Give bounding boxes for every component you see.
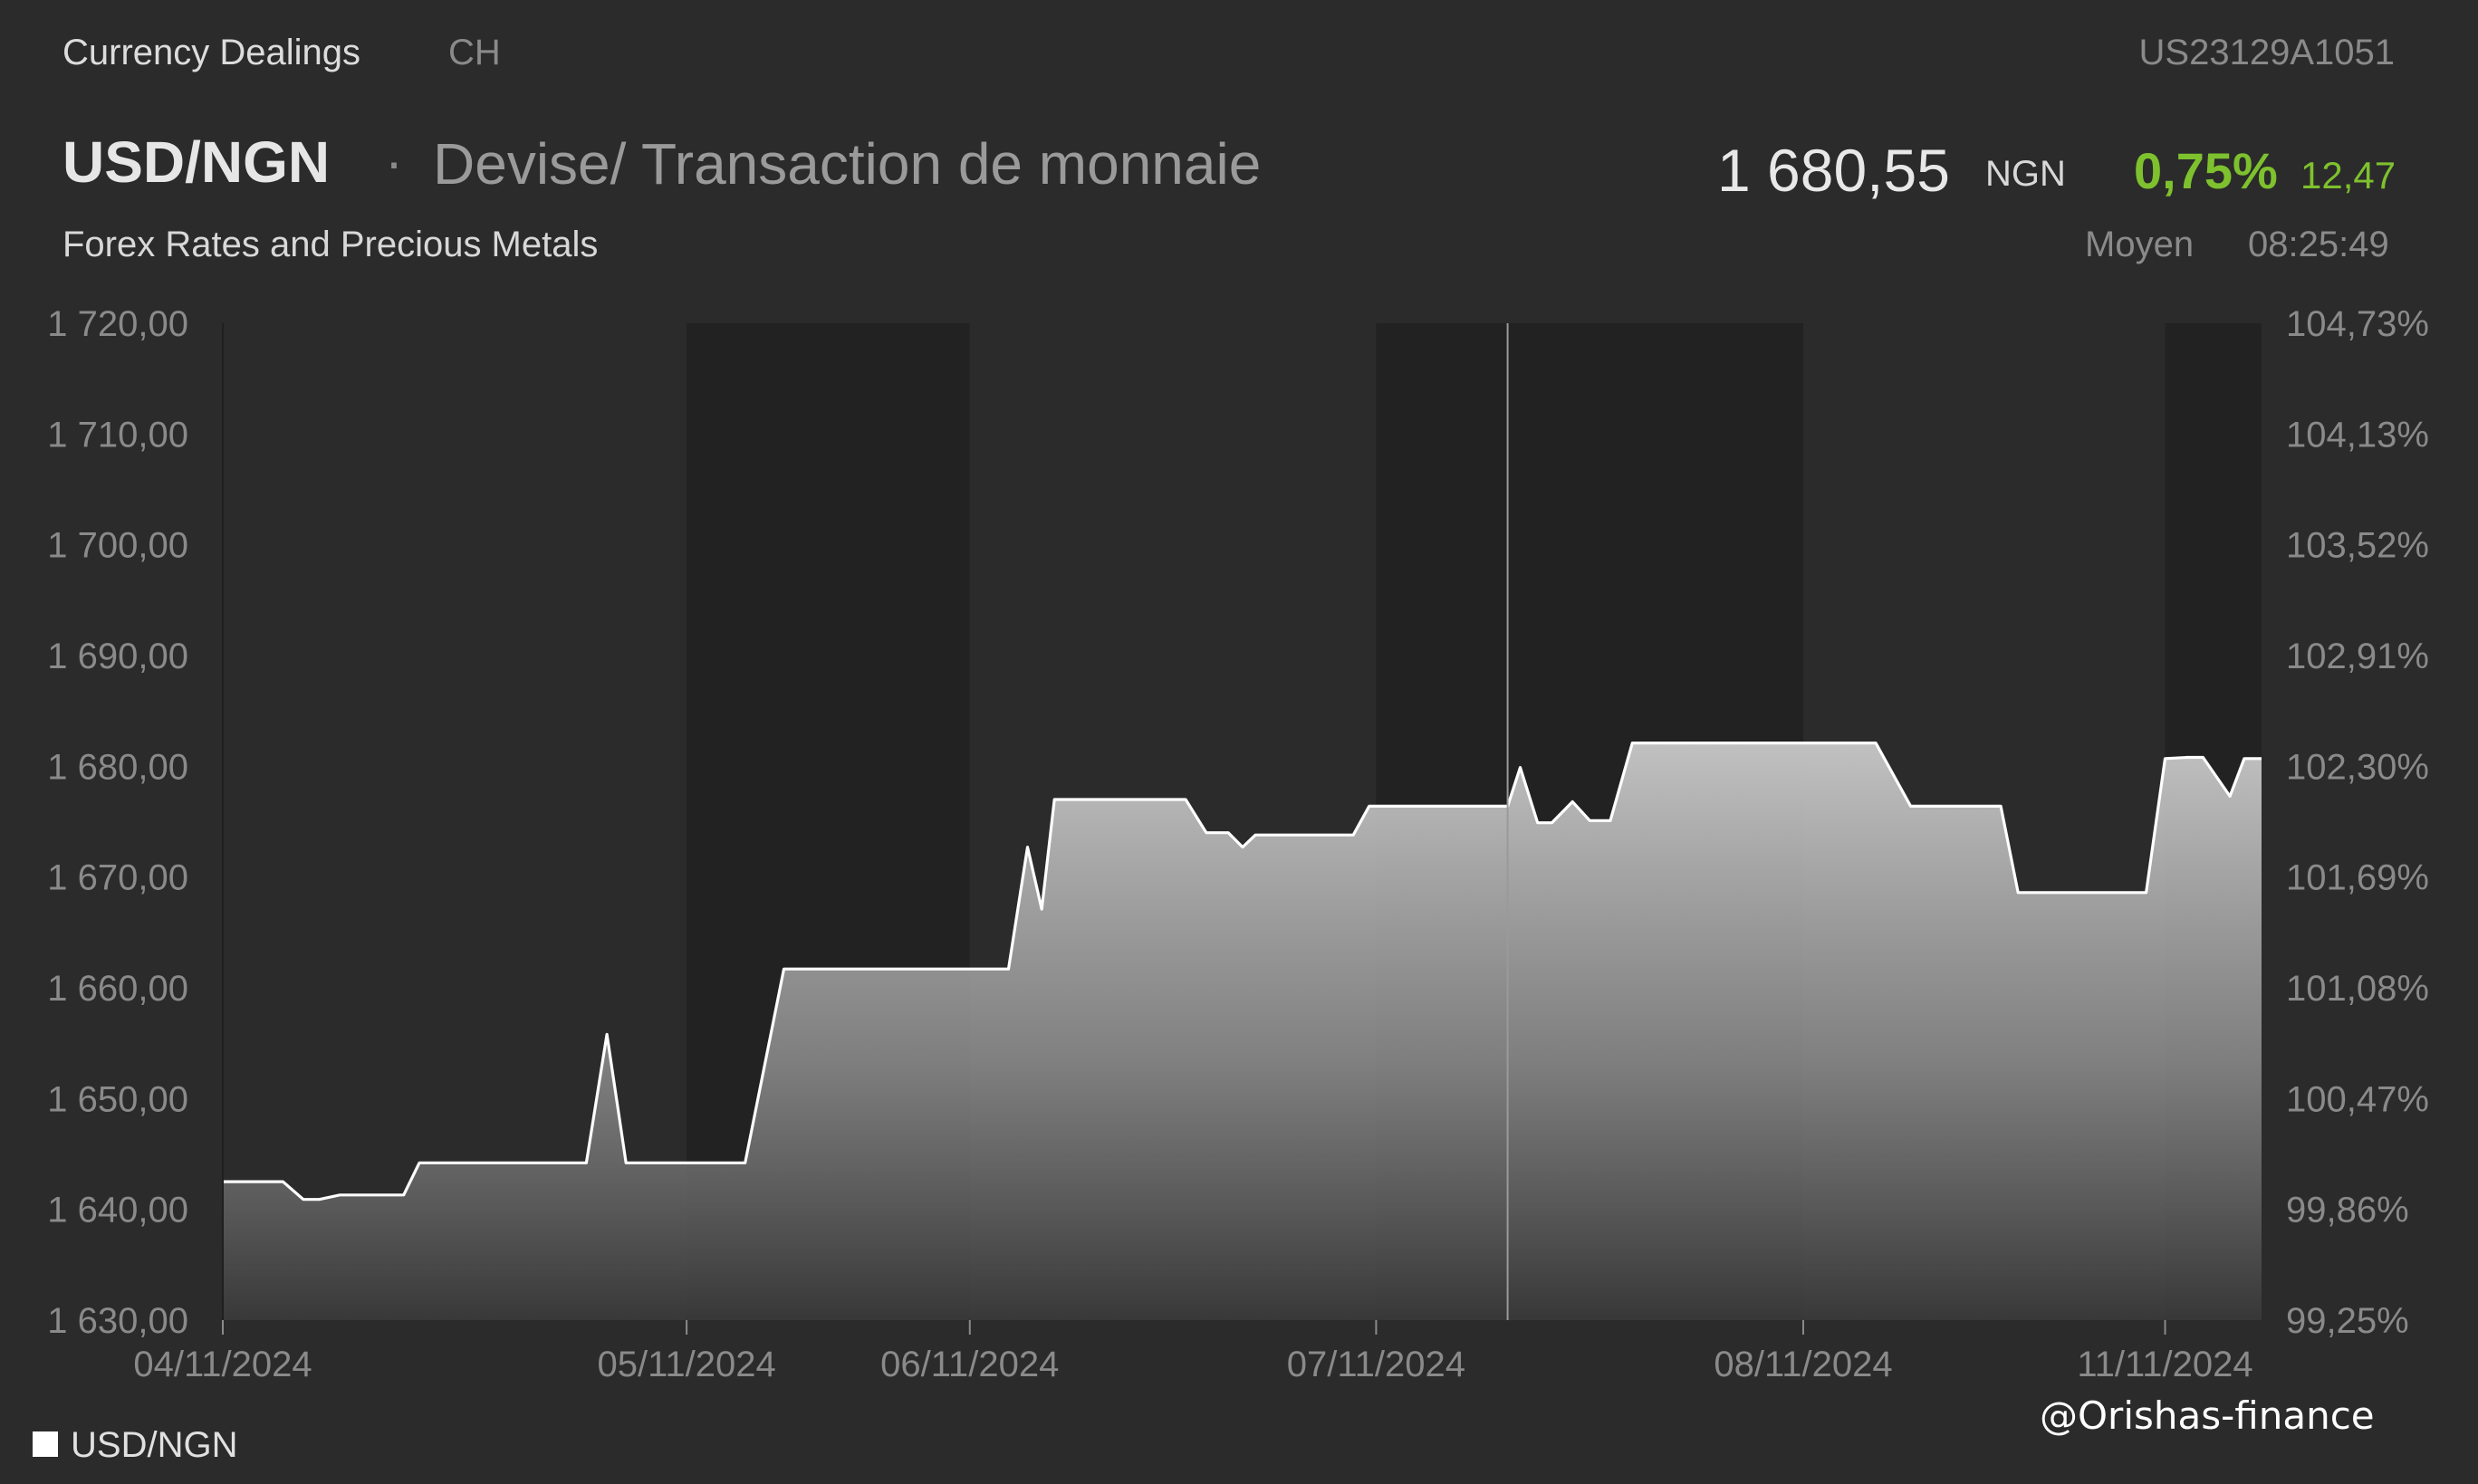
series-area-usd-ngn [223, 742, 2262, 1320]
last-price: 1 680,55 [1717, 137, 1950, 204]
legend-entry[interactable]: USD/NGN [71, 1425, 238, 1465]
y-tick-label: 1 680,00 [47, 747, 188, 787]
x-axis: 04/11/2024 05/11/2024 06/11/2024 07/11/2024… [133, 1320, 2253, 1384]
x-tick-label: 07/11/2024 [1287, 1345, 1465, 1384]
y2-tick-label: 103,52% [2286, 526, 2429, 566]
y-tick-label: 1 650,00 [47, 1079, 188, 1119]
x-tick-label: 04/11/2024 [133, 1345, 312, 1384]
title-separator: · [385, 131, 403, 192]
x-tick-label: 08/11/2024 [1714, 1345, 1892, 1384]
x-tick-label: 11/11/2024 [2077, 1345, 2252, 1384]
isin-label: US23129A1051 [2138, 33, 2395, 72]
series-line-usd-ngn[interactable] [223, 742, 2262, 1202]
y2-tick-label: 101,69% [2286, 858, 2429, 898]
instrument-symbol: USD/NGN [62, 129, 331, 195]
quote-type: Moyen [2085, 225, 2195, 264]
y-tick-label: 1 710,00 [47, 415, 188, 455]
y-tick-label: 1 670,00 [47, 858, 188, 898]
quote-time: 08:25:49 [2248, 225, 2389, 264]
y-tick-label: 1 690,00 [47, 637, 188, 676]
y-tick-label: 1 660,00 [47, 969, 188, 1009]
y-tick-label: 1 640,00 [47, 1191, 188, 1230]
y2-tick-label: 99,25% [2286, 1301, 2409, 1341]
change-absolute: 12,47 [2300, 154, 2396, 196]
y-tick-label: 1 630,00 [47, 1301, 188, 1341]
y-tick-label: 1 720,00 [47, 304, 188, 344]
exchange-label: CH [448, 33, 501, 72]
instrument-category: Forex Rates and Precious Metals [62, 225, 599, 264]
y2-tick-label: 102,91% [2286, 637, 2429, 676]
y2-tick-label: 102,30% [2286, 747, 2429, 787]
y-axis-left: 1 720,00 1 710,00 1 700,00 1 690,00 1 680,00… [47, 304, 188, 1341]
y-axis-right: 104,73% 104,13% 103,52% 102,91% 102,30% 101,6… [2286, 304, 2429, 1341]
y2-tick-label: 104,73% [2286, 304, 2429, 344]
instrument-name: Devise/ Transaction de monnaie [433, 131, 1262, 196]
x-tick-label: 05/11/2024 [597, 1345, 775, 1384]
y2-tick-label: 100,47% [2286, 1079, 2429, 1119]
change-percent: 0,75% [2134, 142, 2278, 199]
legend-swatch [33, 1431, 58, 1457]
source-label: Currency Dealings [62, 33, 361, 72]
watermark-credit: @Orishas-finance [2040, 1393, 2375, 1438]
y2-tick-label: 99,86% [2286, 1191, 2409, 1230]
price-currency: NGN [1985, 154, 2066, 194]
y2-tick-label: 104,13% [2286, 415, 2429, 455]
y2-tick-label: 101,08% [2286, 969, 2429, 1009]
x-tick-label: 06/11/2024 [880, 1345, 1059, 1384]
y-tick-label: 1 700,00 [47, 526, 188, 566]
